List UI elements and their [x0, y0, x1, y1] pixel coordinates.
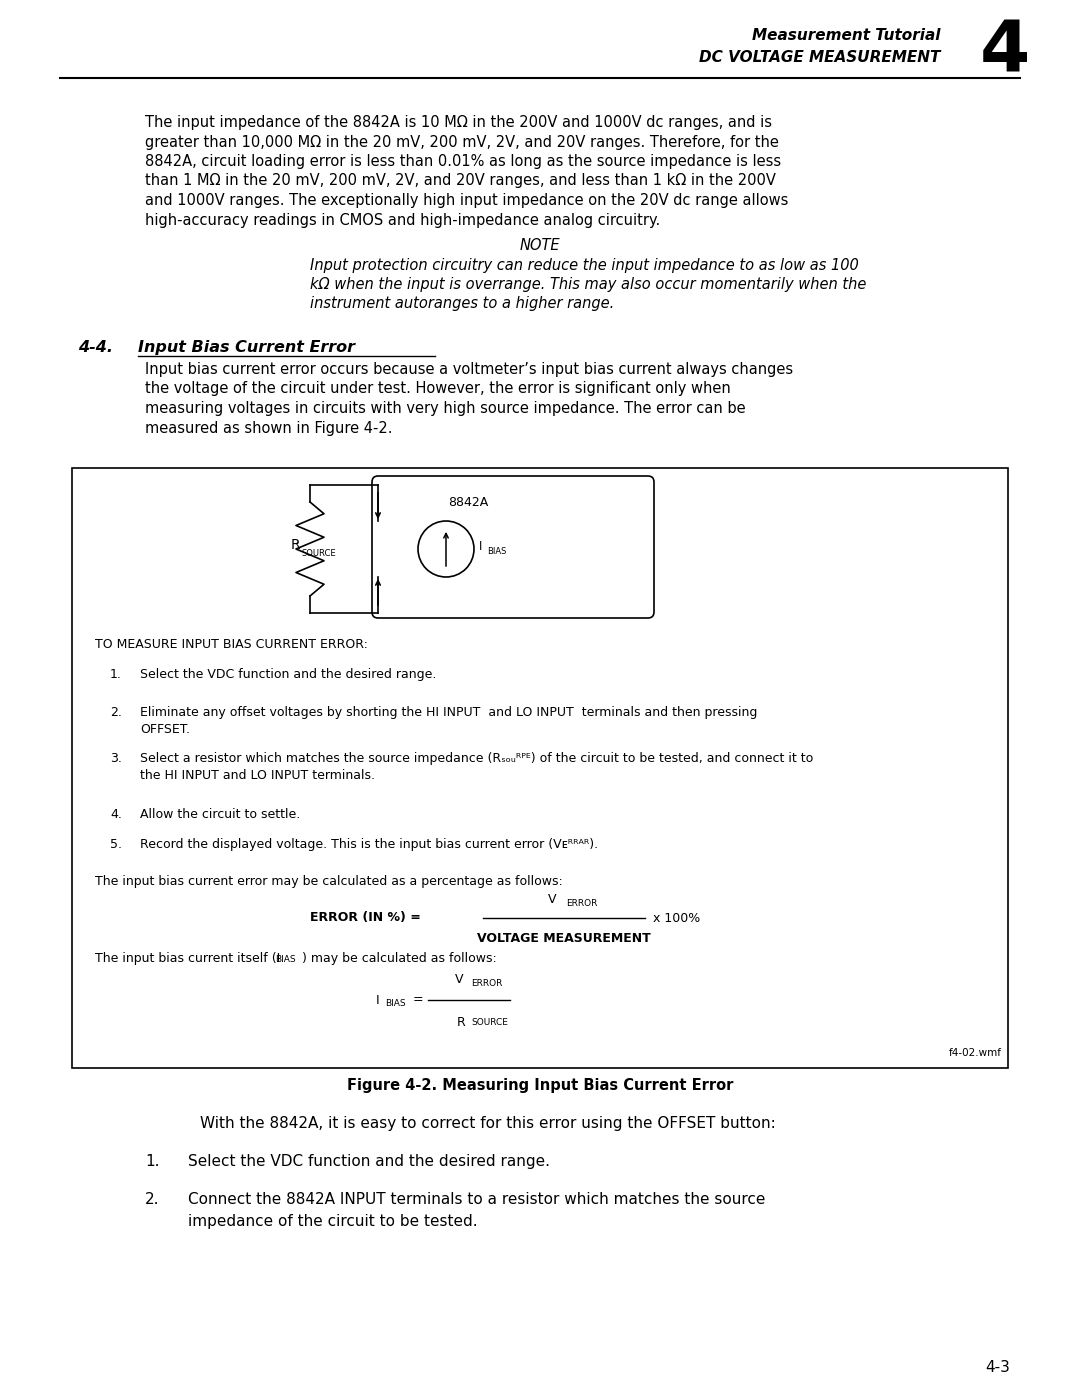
Text: The input bias current error may be calculated as a percentage as follows:: The input bias current error may be calc…	[95, 875, 563, 888]
Text: Eliminate any offset voltages by shorting the HI INPUT  and LO INPUT  terminals : Eliminate any offset voltages by shortin…	[140, 705, 757, 719]
Text: the voltage of the circuit under test. However, the error is significant only wh: the voltage of the circuit under test. H…	[145, 381, 731, 397]
Text: 8842A: 8842A	[448, 496, 488, 509]
Text: Select the VDC function and the desired range.: Select the VDC function and the desired …	[188, 1154, 550, 1169]
Text: measuring voltages in circuits with very high source impedance. The error can be: measuring voltages in circuits with very…	[145, 401, 745, 416]
Text: ) may be calculated as follows:: ) may be calculated as follows:	[302, 951, 497, 965]
Text: TO MEASURE INPUT BIAS CURRENT ERROR:: TO MEASURE INPUT BIAS CURRENT ERROR:	[95, 638, 368, 651]
Text: ERROR: ERROR	[471, 979, 502, 988]
Text: Input protection circuitry can reduce the input impedance to as low as 100: Input protection circuitry can reduce th…	[310, 258, 859, 272]
Text: the HI INPUT and LO INPUT terminals.: the HI INPUT and LO INPUT terminals.	[140, 768, 375, 782]
Text: OFFSET.: OFFSET.	[140, 724, 190, 736]
Text: Allow the circuit to settle.: Allow the circuit to settle.	[140, 807, 300, 821]
Text: than 1 MΩ in the 20 mV, 200 mV, 2V, and 20V ranges, and less than 1 kΩ in the 20: than 1 MΩ in the 20 mV, 200 mV, 2V, and …	[145, 173, 775, 189]
Text: 5.: 5.	[110, 838, 122, 851]
Text: Select the VDC function and the desired range.: Select the VDC function and the desired …	[140, 668, 436, 680]
Text: kΩ when the input is overrange. This may also occur momentarily when the: kΩ when the input is overrange. This may…	[310, 277, 866, 292]
Text: instrument autoranges to a higher range.: instrument autoranges to a higher range.	[310, 296, 615, 312]
Text: 4-4.: 4-4.	[78, 339, 113, 355]
Text: I: I	[480, 539, 483, 552]
Bar	[72, 468, 1008, 1067]
Text: With the 8842A, it is easy to correct for this error using the OFFSET button:: With the 8842A, it is easy to correct fo…	[200, 1116, 775, 1132]
Text: =: =	[413, 993, 423, 1006]
Text: BIAS: BIAS	[384, 999, 406, 1007]
Text: greater than 10,000 MΩ in the 20 mV, 200 mV, 2V, and 20V ranges. Therefore, for : greater than 10,000 MΩ in the 20 mV, 200…	[145, 134, 779, 149]
Text: 1.: 1.	[145, 1154, 160, 1169]
Text: 2.: 2.	[145, 1192, 160, 1207]
Text: 4.: 4.	[110, 807, 122, 821]
Text: Figure 4-2. Measuring Input Bias Current Error: Figure 4-2. Measuring Input Bias Current…	[347, 1078, 733, 1092]
Text: NOTE: NOTE	[519, 237, 561, 253]
Text: ERROR: ERROR	[566, 900, 597, 908]
Text: and 1000V ranges. The exceptionally high input impedance on the 20V dc range all: and 1000V ranges. The exceptionally high…	[145, 193, 788, 208]
Text: V: V	[455, 972, 463, 986]
Text: 4-3: 4-3	[985, 1361, 1010, 1375]
FancyBboxPatch shape	[372, 476, 654, 617]
Text: Record the displayed voltage. This is the input bias current error (Vᴇᴿᴿᴬᴿ).: Record the displayed voltage. This is th…	[140, 838, 598, 851]
Text: Select a resistor which matches the source impedance (Rₛₒᵤᴿᴾᴱ) of the circuit to: Select a resistor which matches the sour…	[140, 752, 813, 766]
Text: ERROR (IN %) =: ERROR (IN %) =	[310, 911, 421, 925]
Text: Input Bias Current Error: Input Bias Current Error	[138, 339, 355, 355]
Text: V: V	[548, 893, 556, 907]
Text: f4-02.wmf: f4-02.wmf	[949, 1048, 1002, 1058]
Text: 8842A, circuit loading error is less than 0.01% as long as the source impedance : 8842A, circuit loading error is less tha…	[145, 154, 781, 169]
Text: The input bias current itself (I: The input bias current itself (I	[95, 951, 280, 965]
Text: 3.: 3.	[110, 752, 122, 766]
Text: VOLTAGE MEASUREMENT: VOLTAGE MEASUREMENT	[477, 932, 651, 944]
Text: 2.: 2.	[110, 705, 122, 719]
Text: SOURCE: SOURCE	[471, 1018, 508, 1027]
Text: BIAS: BIAS	[487, 546, 507, 556]
Text: R: R	[291, 538, 300, 552]
Text: Input bias current error occurs because a voltmeter’s input bias current always : Input bias current error occurs because …	[145, 362, 793, 377]
Text: 1.: 1.	[110, 668, 122, 680]
Text: measured as shown in Figure 4-2.: measured as shown in Figure 4-2.	[145, 420, 392, 436]
Text: x 100%: x 100%	[653, 911, 700, 925]
Text: DC VOLTAGE MEASUREMENT: DC VOLTAGE MEASUREMENT	[699, 50, 940, 66]
Text: The input impedance of the 8842A is 10 MΩ in the 200V and 1000V dc ranges, and i: The input impedance of the 8842A is 10 M…	[145, 115, 772, 130]
Text: R: R	[457, 1016, 465, 1030]
Text: high-accuracy readings in CMOS and high-impedance analog circuitry.: high-accuracy readings in CMOS and high-…	[145, 212, 660, 228]
Text: SOURCE: SOURCE	[301, 549, 336, 557]
Text: 4: 4	[980, 18, 1030, 87]
Text: impedance of the circuit to be tested.: impedance of the circuit to be tested.	[188, 1214, 477, 1229]
Text: I: I	[376, 993, 380, 1006]
Text: Measurement Tutorial: Measurement Tutorial	[752, 28, 940, 43]
Text: BIAS: BIAS	[275, 956, 296, 964]
Text: Connect the 8842A INPUT terminals to a resistor which matches the source: Connect the 8842A INPUT terminals to a r…	[188, 1192, 766, 1207]
